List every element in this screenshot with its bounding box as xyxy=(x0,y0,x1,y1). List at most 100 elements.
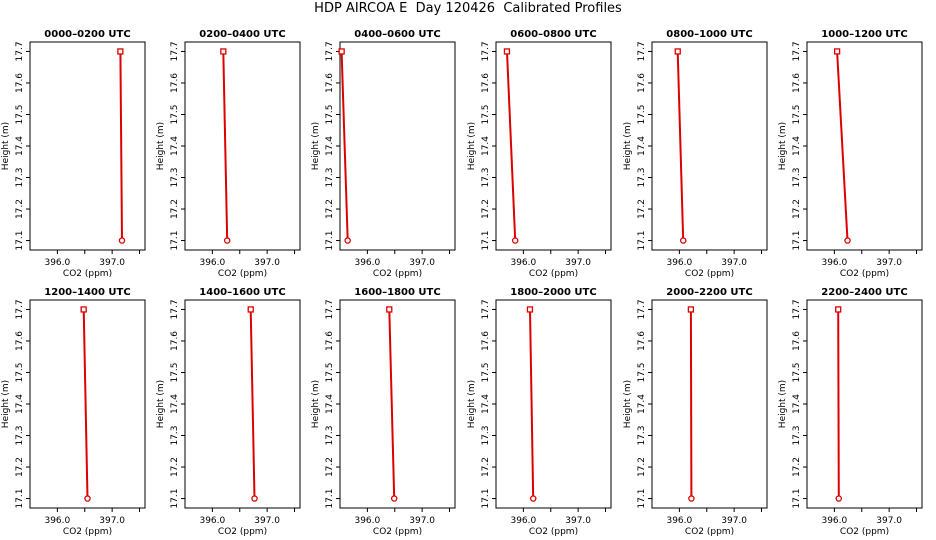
x-tick-label: 396.0 xyxy=(354,516,380,526)
x-tick-label: 397.0 xyxy=(99,258,125,268)
plot-frame xyxy=(495,41,612,251)
x-tick-label: 397.0 xyxy=(876,258,902,268)
data-point-circle xyxy=(390,495,398,502)
y-tick-label: 17.3 xyxy=(15,425,25,445)
data-point-circle xyxy=(529,495,537,502)
x-tick-label: 396.0 xyxy=(199,258,225,268)
y-tick-label: 17.4 xyxy=(637,394,647,414)
plot-frame xyxy=(184,41,301,251)
data-point-circle xyxy=(118,237,126,244)
y-tick-label: 17.6 xyxy=(325,73,335,93)
y-tick-label: 17.4 xyxy=(325,136,335,156)
y-tick-label: 17.3 xyxy=(637,425,647,445)
x-tick-label: 396.0 xyxy=(44,516,70,526)
y-tick-label: 17.4 xyxy=(792,394,802,414)
x-tick-label: 397.0 xyxy=(99,516,125,526)
panel-title: 0400–0600 UTC xyxy=(354,29,440,40)
plot-frame xyxy=(806,299,923,509)
y-tick-label: 17.7 xyxy=(170,299,180,319)
x-axis-label: CO2 (ppm) xyxy=(529,527,578,537)
y-tick-label: 17.1 xyxy=(170,231,180,251)
profile-panel-12: 2200–2400 UTC 17.1 17.2 17.3 17.4 17.5 17.6 17.… xyxy=(778,287,923,537)
y-tick-label: 17.2 xyxy=(792,199,802,219)
y-tick-label: 17.7 xyxy=(637,41,647,61)
x-tick-label: 396.0 xyxy=(821,516,847,526)
data-point-circle xyxy=(688,495,695,502)
y-axis-label: Height (m) xyxy=(623,122,633,170)
data-point-square xyxy=(247,306,254,313)
data-point-square xyxy=(526,306,534,313)
data-point-square xyxy=(386,306,393,313)
y-tick-label: 17.6 xyxy=(325,331,335,351)
y-axis-label: Height (m) xyxy=(311,122,321,170)
panel-title: 1400–1600 UTC xyxy=(199,287,285,298)
y-tick-label: 17.6 xyxy=(792,73,802,93)
profile-line xyxy=(119,51,123,241)
data-point-circle xyxy=(251,495,258,502)
x-axis-label: CO2 (ppm) xyxy=(840,527,889,537)
y-tick-label: 17.5 xyxy=(792,104,802,124)
y-tick-label: 17.1 xyxy=(792,231,802,251)
x-tick-label: 397.0 xyxy=(565,516,591,526)
panel-title: 0200–0400 UTC xyxy=(199,29,285,40)
panel-title: 0800–1000 UTC xyxy=(666,29,752,40)
y-tick-label: 17.5 xyxy=(170,104,180,124)
plot-frame xyxy=(651,299,768,509)
y-tick-label: 17.6 xyxy=(170,331,180,351)
y-tick-label: 17.3 xyxy=(170,425,180,445)
profile-line xyxy=(340,51,349,241)
y-tick-label: 17.5 xyxy=(481,104,491,124)
y-tick-label: 17.1 xyxy=(792,489,802,509)
x-axis-label: CO2 (ppm) xyxy=(373,269,422,279)
y-tick-label: 17.6 xyxy=(170,73,180,93)
y-tick-label: 17.7 xyxy=(325,41,335,61)
y-tick-label: 17.4 xyxy=(170,394,180,414)
y-tick-label: 17.3 xyxy=(481,167,491,187)
y-tick-label: 17.6 xyxy=(481,73,491,93)
data-point-square xyxy=(503,48,511,55)
y-tick-label: 17.5 xyxy=(637,104,647,124)
y-tick-label: 17.4 xyxy=(792,136,802,156)
y-tick-label: 17.1 xyxy=(15,231,25,251)
x-tick-label: 396.0 xyxy=(44,258,70,268)
y-tick-label: 17.1 xyxy=(325,231,335,251)
y-tick-label: 17.2 xyxy=(170,199,180,219)
y-tick-label: 17.1 xyxy=(481,231,491,251)
y-tick-label: 17.6 xyxy=(637,73,647,93)
y-tick-label: 17.3 xyxy=(637,167,647,187)
y-tick-label: 17.2 xyxy=(481,199,491,219)
plot-frame xyxy=(339,299,456,509)
y-tick-label: 17.3 xyxy=(170,167,180,187)
y-tick-label: 17.1 xyxy=(481,489,491,509)
y-tick-label: 17.6 xyxy=(481,331,491,351)
y-tick-label: 17.2 xyxy=(792,457,802,477)
data-point-square xyxy=(835,306,842,313)
profile-panel-7: 1200–1400 UTC 17.1 17.2 17.3 17.4 17.5 17.6 17.… xyxy=(1,287,146,537)
y-tick-label: 17.5 xyxy=(170,362,180,382)
y-axis-label: Height (m) xyxy=(311,380,321,428)
x-axis-label: CO2 (ppm) xyxy=(685,269,734,279)
x-tick-label: 396.0 xyxy=(666,516,692,526)
y-tick-label: 17.4 xyxy=(15,136,25,156)
y-tick-label: 17.5 xyxy=(792,362,802,382)
y-tick-label: 17.5 xyxy=(325,104,335,124)
profile-line xyxy=(222,51,229,241)
profile-line xyxy=(388,309,396,499)
panel-title: 1000–1200 UTC xyxy=(821,29,907,40)
y-tick-label: 17.7 xyxy=(481,41,491,61)
panel-title: 2200–2400 UTC xyxy=(821,287,907,298)
y-tick-label: 17.7 xyxy=(481,299,491,319)
y-tick-label: 17.7 xyxy=(15,41,25,61)
x-tick-label: 396.0 xyxy=(354,258,380,268)
y-tick-label: 17.5 xyxy=(325,362,335,382)
x-tick-label: 396.0 xyxy=(510,516,536,526)
x-tick-label: 397.0 xyxy=(409,258,435,268)
y-axis-label: Height (m) xyxy=(467,122,477,170)
x-tick-label: 397.0 xyxy=(721,258,747,268)
y-axis-label: Height (m) xyxy=(778,122,788,170)
profile-panel-2: 0200–0400 UTC 17.1 17.2 17.3 17.4 17.5 17.6 17.… xyxy=(156,29,301,279)
x-tick-label: 396.0 xyxy=(510,258,536,268)
x-tick-label: 397.0 xyxy=(254,258,280,268)
x-axis-label: CO2 (ppm) xyxy=(63,527,112,537)
panel-title: 1800–2000 UTC xyxy=(510,287,596,298)
